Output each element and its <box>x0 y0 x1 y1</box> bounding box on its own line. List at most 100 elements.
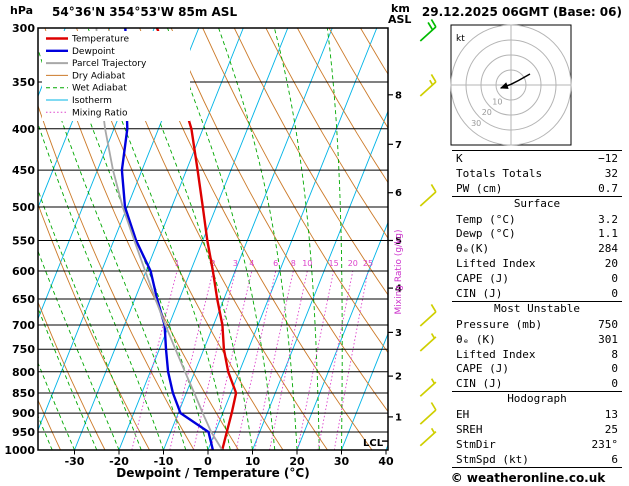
table-section: Most Unstable Pressure (mb) 750 θₑ (K) 301 Li… <box>452 300 622 391</box>
table-row: Lifted Index 8 <box>452 347 622 362</box>
hodograph-ring <box>495 69 527 101</box>
km-tick-label: 8 <box>395 90 402 101</box>
wind-barb-staff <box>419 430 437 447</box>
table-row: EH 13 <box>452 407 622 422</box>
hodograph-ring-label: 20 <box>482 108 492 117</box>
hodograph-trace <box>499 73 531 89</box>
mixing-ratio-value: 1 <box>174 259 179 268</box>
legend-label: Temperature <box>71 35 129 45</box>
wet-adiabat-line <box>218 28 298 450</box>
x-tick-label: 20 <box>289 455 305 468</box>
station-title: 54°36'N 354°53'W 85m ASL <box>52 5 237 19</box>
mixing-ratio-value: 2 <box>211 259 216 268</box>
isotherm-line <box>341 332 388 450</box>
table-row-label: PW (cm) <box>456 181 503 195</box>
table-row-label: SREH <box>456 422 483 436</box>
pressure-tick-label: 300 <box>12 22 35 35</box>
pressure-tick-label: 700 <box>12 319 35 332</box>
table-row: CAPE (J) 0 <box>452 271 622 286</box>
isotherm-line <box>74 28 244 450</box>
wet-adiabat-line <box>167 28 276 450</box>
table-row: Lifted Index 20 <box>452 256 622 271</box>
run-datetime: 29.12.2025 06GMT (Base: 06) <box>422 5 622 19</box>
legend-label: Wet Adiabat <box>72 84 127 94</box>
axis-labels: 3003504004505005506006507007508008509009… <box>4 22 402 468</box>
table-row-label: Lifted Index <box>456 257 536 271</box>
km-unit-label: km <box>391 2 410 15</box>
mixing-ratio-line <box>317 270 354 450</box>
km-tick-label: 6 <box>395 188 402 199</box>
table-row-label: Lifted Index <box>456 347 536 361</box>
km-tick-label: 1 <box>395 412 402 423</box>
wind-barb-tick <box>430 333 436 339</box>
wind-barb-tick <box>430 183 437 193</box>
table-row-value: 0 <box>611 362 618 376</box>
table-row-label: Dewp (°C) <box>456 227 516 241</box>
wet-adiabat-line <box>38 47 187 450</box>
mixing-ratio-line <box>269 270 308 450</box>
dewpoint-curve <box>120 28 215 450</box>
legend-label: Dry Adiabat <box>72 71 126 81</box>
mixing-ratio-line <box>235 270 277 450</box>
table-row: θₑ (K) 301 <box>452 332 622 347</box>
isotherm-line <box>118 28 289 450</box>
hodograph-ring-label: 10 <box>492 98 502 107</box>
table-row: PW (cm) 0.7 <box>452 181 622 196</box>
table-row-label: θₑ(K) <box>456 242 490 256</box>
wind-barb-staff <box>419 381 437 397</box>
wind-barbs <box>419 18 437 447</box>
table-row-value: 8 <box>611 347 618 361</box>
table-row-label: StmDir <box>456 437 496 451</box>
x-tick-label: -30 <box>65 455 85 468</box>
mixing-ratio-value: 8 <box>291 259 296 268</box>
pressure-tick-label: 950 <box>12 426 35 439</box>
table-row-value: 750 <box>598 317 618 331</box>
mixing-ratio-value: 25 <box>363 259 373 268</box>
chart-legend: Temperature Dewpoint Parcel Trajectory Dry … <box>42 31 190 121</box>
mixing-ratio-line <box>297 270 335 450</box>
temperature-curve <box>155 28 238 450</box>
table-row-value: 0 <box>611 272 618 286</box>
wet-adiabat-line <box>57 28 209 450</box>
table-row-label: CIN (J) <box>456 286 503 300</box>
wind-barb-tick <box>430 402 437 411</box>
x-tick-label: 0 <box>204 455 212 468</box>
table-row-label: StmSpd (kt) <box>456 452 529 466</box>
table-row-value: 20 <box>604 257 618 271</box>
legend-label: Isotherm <box>72 96 112 106</box>
isotherm-line <box>207 28 378 450</box>
km-tick-label: 2 <box>395 372 402 383</box>
x-tick-label: 30 <box>334 455 350 468</box>
dry-adiabat-line <box>38 300 106 450</box>
table-section: Hodograph EH 13 SREH 25 StmDir 231° StmSpd (kt)… <box>452 391 622 466</box>
wind-barb-tick <box>430 73 437 83</box>
dry-adiabat-line <box>233 28 388 296</box>
mixing-ratio-value: 10 <box>302 259 312 268</box>
table-row-label: CIN (J) <box>456 377 503 391</box>
wind-barb-staff <box>419 336 437 352</box>
wet-adiabat-line <box>0 28 8 450</box>
pressure-tick-label: 500 <box>12 201 35 214</box>
mixing-ratio-line <box>333 270 369 450</box>
dry-adiabat-line <box>265 28 388 239</box>
table-row-value: 32 <box>604 166 618 180</box>
table-row: K −12 <box>452 151 622 166</box>
asl-unit-label: ASL <box>388 13 411 26</box>
credit-text: © weatheronline.co.uk <box>451 471 607 485</box>
table-row-label: Temp (°C) <box>456 212 516 226</box>
x-tick-label: 40 <box>378 455 394 468</box>
table-row: Totals Totals 32 <box>452 166 622 181</box>
pressure-tick-label: 550 <box>12 235 35 248</box>
legend-label: Dewpoint <box>72 47 115 57</box>
legend-background <box>42 31 190 121</box>
isotherm-line <box>163 28 333 450</box>
legend-label: Parcel Trajectory <box>72 59 147 69</box>
table-row-value: 1.1 <box>598 227 618 241</box>
table-section: Surface Temp (°C) 3.2 Dewp (°C) 1.1 θₑ(K) 284 L… <box>452 195 622 301</box>
table-row-value: 6 <box>611 452 618 466</box>
table-section-header: Hodograph <box>507 392 567 406</box>
wind-barb-tick <box>427 21 434 31</box>
wind-barb-staff <box>419 26 437 42</box>
mixing-ratio-value: 20 <box>348 259 358 268</box>
